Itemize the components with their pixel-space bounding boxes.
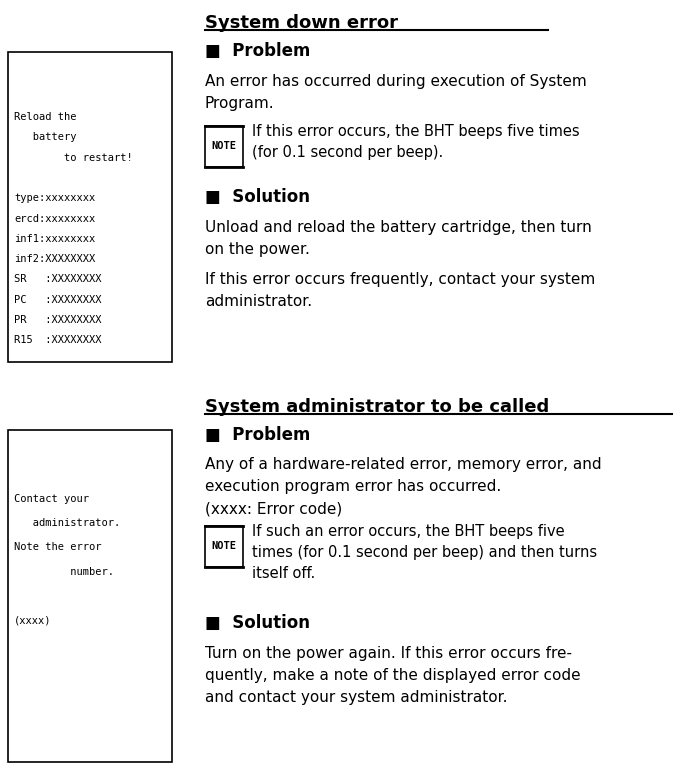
Bar (8, 52, 172, 362)
Text: If this error occurs frequently, contact your system
administrator.: If this error occurs frequently, contact… (205, 272, 595, 309)
Text: ■  Solution: ■ Solution (205, 614, 310, 632)
Text: number.: number. (14, 567, 114, 576)
Text: ■  Solution: ■ Solution (205, 188, 310, 206)
Text: PR   :XXXXXXXX: PR :XXXXXXXX (14, 315, 101, 325)
Text: inf2:XXXXXXXX: inf2:XXXXXXXX (14, 254, 95, 264)
Text: NOTE: NOTE (211, 141, 236, 152)
Text: Turn on the power again. If this error occurs fre-
quently, make a note of the d: Turn on the power again. If this error o… (205, 646, 580, 705)
FancyBboxPatch shape (205, 126, 243, 166)
Text: System down error: System down error (205, 14, 398, 32)
Text: An error has occurred during execution of System
Program.: An error has occurred during execution o… (205, 74, 587, 111)
Text: Note the error: Note the error (14, 543, 101, 552)
Text: inf1:xxxxxxxx: inf1:xxxxxxxx (14, 234, 95, 244)
Text: (xxxx): (xxxx) (14, 615, 51, 625)
Text: ■  Problem: ■ Problem (205, 426, 311, 444)
Text: SR   :XXXXXXXX: SR :XXXXXXXX (14, 274, 101, 284)
Text: If such an error occurs, the BHT beeps five
times (for 0.1 second per beep) and : If such an error occurs, the BHT beeps f… (252, 523, 597, 580)
Bar (8, 430, 172, 762)
Text: If this error occurs, the BHT beeps five times
(for 0.1 second per beep).: If this error occurs, the BHT beeps five… (252, 123, 580, 159)
Text: Reload the: Reload the (14, 112, 76, 122)
Text: Contact your: Contact your (14, 494, 89, 504)
Text: type:xxxxxxxx: type:xxxxxxxx (14, 193, 95, 203)
Text: to restart!: to restart! (14, 152, 133, 162)
Text: Unload and reload the battery cartridge, then turn
on the power.: Unload and reload the battery cartridge,… (205, 220, 591, 257)
Text: (xxxx: Error code): (xxxx: Error code) (205, 502, 342, 517)
Text: ■  Problem: ■ Problem (205, 42, 311, 60)
Text: R15  :XXXXXXXX: R15 :XXXXXXXX (14, 335, 101, 345)
Text: Any of a hardware-related error, memory error, and
execution program error has o: Any of a hardware-related error, memory … (205, 457, 602, 494)
Text: ercd:xxxxxxxx: ercd:xxxxxxxx (14, 213, 95, 223)
Text: System administrator to be called: System administrator to be called (205, 398, 549, 416)
Text: battery: battery (14, 132, 76, 142)
Text: NOTE: NOTE (211, 541, 236, 551)
FancyBboxPatch shape (205, 526, 243, 566)
Text: administrator.: administrator. (14, 519, 120, 528)
Text: PC   :XXXXXXXX: PC :XXXXXXXX (14, 294, 101, 305)
